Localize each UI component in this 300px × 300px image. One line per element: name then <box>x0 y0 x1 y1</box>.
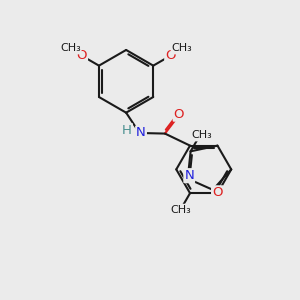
Text: H: H <box>122 124 132 137</box>
Text: O: O <box>174 108 184 121</box>
Text: N: N <box>214 188 224 201</box>
Text: O: O <box>165 50 176 62</box>
Text: CH₃: CH₃ <box>172 44 192 53</box>
Text: CH₃: CH₃ <box>60 44 81 53</box>
Text: N: N <box>136 127 146 140</box>
Text: CH₃: CH₃ <box>191 130 212 140</box>
Text: N: N <box>184 169 194 182</box>
Text: CH₃: CH₃ <box>170 205 191 214</box>
Text: O: O <box>212 186 223 199</box>
Text: O: O <box>76 50 87 62</box>
